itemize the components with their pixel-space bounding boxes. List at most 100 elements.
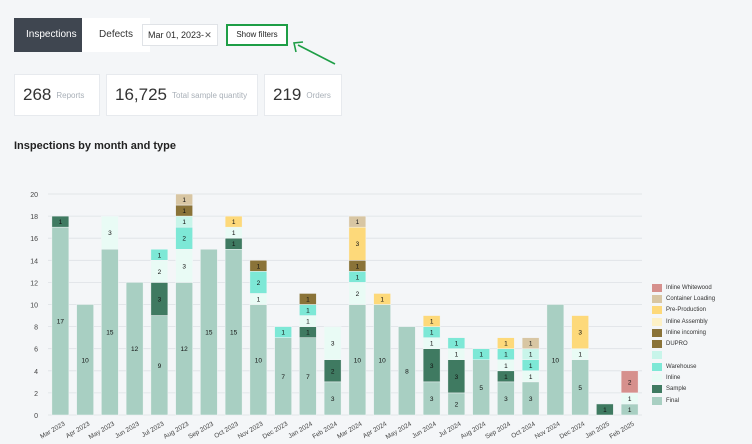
- x-tick-label: Oct 2023: [213, 420, 240, 439]
- data-label: 1: [281, 330, 285, 337]
- x-tick-label: Jan 2024: [287, 420, 314, 440]
- legend-swatch: [652, 294, 662, 303]
- data-label: 1: [529, 363, 533, 370]
- data-label: 2: [628, 379, 632, 386]
- data-label: 1: [182, 197, 186, 204]
- legend-swatch: [652, 362, 662, 371]
- data-label: 15: [230, 330, 238, 337]
- date-range-input[interactable]: Mar 01, 2023- ✕: [142, 24, 218, 46]
- data-label: 7: [306, 374, 310, 381]
- data-label: 5: [578, 385, 582, 392]
- x-tick-label: Feb 2025: [608, 420, 636, 440]
- bar-segment: [175, 193, 193, 206]
- x-tick-label: Apr 2023: [65, 420, 92, 439]
- legend-item[interactable]: Inline Assembly: [652, 316, 750, 327]
- legend-item[interactable]: Pre-Production: [652, 305, 750, 316]
- data-label: 10: [379, 357, 387, 364]
- tab-defects[interactable]: Defects: [82, 18, 150, 52]
- x-tick-label: Aug 2024: [460, 420, 488, 440]
- data-label: 1: [430, 330, 434, 337]
- x-tick-label: Jul 2023: [141, 420, 166, 439]
- chart-legend: Inline Whitewood Container Loading Pre-Pro…: [652, 282, 750, 406]
- legend-item[interactable]: Sample: [652, 384, 750, 395]
- x-tick-label: May 2024: [385, 420, 414, 441]
- data-label: 12: [131, 346, 139, 353]
- legend-item[interactable]: Warehouse: [652, 361, 750, 372]
- data-label: 10: [552, 357, 560, 364]
- x-tick-label: Mar 2024: [336, 420, 364, 440]
- stat-label: Total sample quantity: [172, 90, 248, 100]
- y-tick-label: 6: [34, 347, 38, 354]
- legend-swatch: [652, 306, 662, 315]
- legend-label: Final: [666, 397, 680, 404]
- legend-item[interactable]: Inline: [652, 372, 750, 383]
- data-label: 10: [255, 357, 263, 364]
- data-label: 3: [504, 396, 508, 403]
- bar-segment: [521, 337, 540, 349]
- x-tick-label: Dec 2023: [262, 420, 290, 440]
- bar-segment: [348, 215, 367, 228]
- data-label: 12: [181, 346, 189, 353]
- data-label: 1: [356, 263, 360, 270]
- data-label: 1: [455, 352, 459, 359]
- bar-segment: [200, 249, 218, 416]
- legend-label: Inline incoming: [666, 329, 707, 336]
- stat-value: 219: [273, 85, 302, 104]
- data-label: 1: [356, 219, 360, 226]
- x-tick-label: Jun 2023: [114, 420, 141, 440]
- legend-swatch: [652, 340, 662, 349]
- x-tick-label: Jan 2025: [584, 420, 611, 440]
- legend-label: Sample: [666, 386, 687, 393]
- bar-segment: [274, 326, 292, 338]
- x-tick-label: Feb 2024: [311, 420, 339, 440]
- legend-item[interactable]: [652, 350, 750, 361]
- legend-item[interactable]: Final: [652, 395, 750, 406]
- data-label: 1: [158, 252, 162, 259]
- legend-item[interactable]: DUPRO: [652, 338, 750, 349]
- data-label: 1: [430, 341, 434, 348]
- data-label: 2: [455, 401, 459, 408]
- stat-value: 268: [23, 85, 52, 104]
- stat-sample-quantity: 16,725 Total sample quantity: [106, 74, 258, 116]
- stat-label: Orders: [306, 90, 331, 100]
- data-label: 1: [529, 352, 533, 359]
- data-label: 1: [529, 341, 533, 348]
- legend-item[interactable]: Inline incoming: [652, 327, 750, 338]
- show-filters-button[interactable]: Show filters: [226, 24, 288, 46]
- arrow-head: [293, 41, 304, 53]
- data-label: 1: [628, 396, 632, 403]
- legend-item[interactable]: Inline Whitewood: [652, 282, 750, 293]
- data-label: 1: [380, 296, 384, 303]
- legend-label: DUPRO: [666, 341, 688, 348]
- bar-segment: [299, 293, 317, 305]
- data-label: 9: [158, 363, 162, 370]
- y-tick-label: 20: [30, 192, 38, 199]
- x-tick-label: Dec 2024: [559, 420, 587, 440]
- bar-segment: [224, 215, 243, 228]
- close-icon[interactable]: ✕: [204, 30, 212, 40]
- data-label: 1: [306, 330, 310, 337]
- bar-segment: [546, 304, 565, 416]
- legend-label: Inline: [666, 375, 681, 382]
- data-label: 3: [182, 263, 186, 270]
- legend-label: Inline Whitewood: [666, 284, 712, 291]
- stat-reports: 268 Reports: [14, 74, 100, 116]
- data-label: 3: [529, 396, 533, 403]
- data-label: 1: [232, 230, 236, 237]
- legend-swatch: [652, 374, 662, 383]
- legend-item[interactable]: Container Loading: [652, 293, 750, 304]
- bar-segment: [373, 293, 391, 305]
- data-label: 3: [356, 241, 360, 248]
- data-label: 1: [504, 363, 508, 370]
- bar-segment: [150, 249, 169, 261]
- x-tick-label: Aug 2023: [163, 420, 191, 440]
- tab-inspections[interactable]: Inspections: [14, 18, 82, 52]
- data-label: 1: [578, 352, 582, 359]
- x-tick-label: Nov 2023: [237, 420, 265, 440]
- legend-label: Pre-Production: [666, 307, 707, 314]
- data-label: 1: [628, 407, 632, 414]
- bar-segment: [249, 260, 268, 272]
- legend-swatch: [652, 396, 662, 405]
- y-tick-label: 0: [34, 413, 38, 420]
